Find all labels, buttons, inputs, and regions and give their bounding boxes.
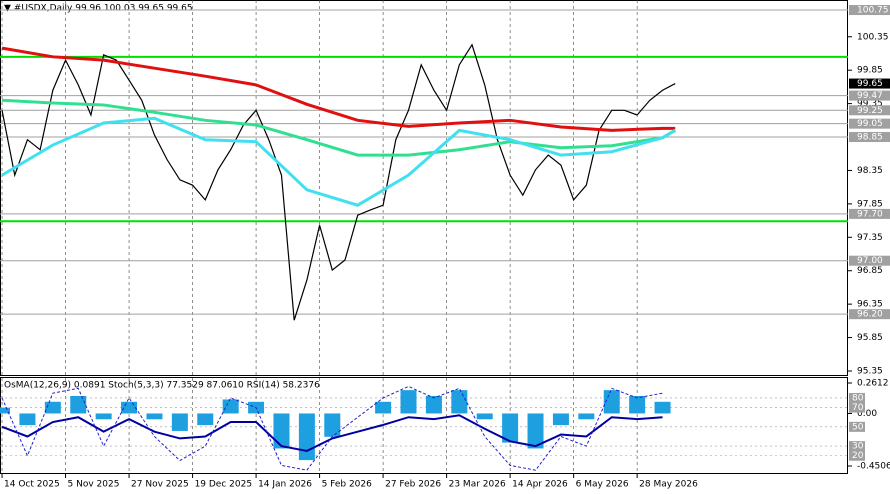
level-label-box [849,402,865,413]
osma-bar [476,413,493,420]
x-tick-label: 5 Feb 2026 [322,480,373,490]
x-tick-label: 28 May 2026 [639,480,698,490]
level-label-box [849,105,890,116]
osma-bar [95,413,112,420]
oscillator-title: OsMA(12,26,9) 0.0891 Stoch(5,3,3) 77.352… [4,381,320,391]
osma-bar [425,395,442,414]
y-tick-label: 96.35 [857,300,883,310]
oscillator-line [1,385,663,471]
osma-bar [603,390,620,414]
osma-bar [400,390,417,414]
level-label-box [849,392,865,403]
level-label-box [849,255,890,266]
x-tick-label: 14 Jan 2026 [258,480,312,490]
y2-tick-label: 70 [852,403,864,413]
osma-bar [44,401,61,414]
x-tick-label: 23 Mar 2026 [449,480,506,490]
osma-bar [324,413,341,437]
x-tick-label: 6 May 2026 [576,480,629,490]
moving-average [1,46,676,132]
y-tick-label: 0.00 [857,409,877,419]
level-label: 99.47 [857,91,883,101]
level-label: 96.20 [857,310,883,320]
osma-bar [273,413,290,449]
x-tick-label: 14 Oct 2025 [4,480,60,490]
x-tick-label: 14 Apr 2026 [512,480,568,490]
level-label: 99.05 [857,119,883,129]
level-label-box [849,441,865,452]
level-label-box [849,421,865,432]
osma-bar [375,401,392,414]
osma-bar [654,401,671,414]
moving-average [1,116,677,207]
y-tick-label: 99.35 [857,99,883,109]
main-frame [0,0,848,376]
chart-title: ▼ #USDX,Daily 99.96 100.03 99.65 99.65 [4,4,193,14]
level-label-box [849,118,890,129]
y-tick-label: -0.4506 [857,462,890,472]
y-tick-label: 97.35 [857,233,883,243]
y2-tick-label: 30 [852,442,864,452]
x-tick-label: 27 Nov 2025 [131,480,189,490]
osma-bar [527,413,544,449]
y2-tick-label: 80 [852,393,864,403]
level-label: 97.00 [857,256,883,266]
oscillator-line [1,414,663,452]
y-tick-label: 99.85 [857,66,883,76]
level-label: 99.65 [857,79,883,89]
level-label-box [849,450,865,461]
level-label-box [849,208,890,219]
y-tick-label: 97.85 [857,199,883,209]
osma-bar [298,413,315,461]
level-label: 98.85 [857,133,883,143]
y-tick-label: 0.2612 [857,379,889,389]
price-line [1,43,676,321]
osma-bar [502,413,519,443]
x-tick-label: 5 Nov 2025 [68,480,120,490]
osma-bar [197,413,214,426]
x-tick-label: 19 Dec 2025 [195,480,253,490]
level-label-box [849,5,890,16]
osma-bar [629,395,646,414]
y-tick-label: 95.35 [857,366,883,376]
osma-bar [171,413,188,431]
moving-average [1,98,677,157]
level-label-box [849,78,890,89]
osma-bar [222,399,239,414]
x-tick-label: 27 Feb 2026 [385,480,441,490]
y-tick-label: 98.35 [857,166,883,176]
level-label-box [849,309,890,320]
osma-bar [0,407,11,414]
osma-bar [552,413,569,426]
osma-bar [70,395,87,414]
level-label: 100.75 [857,6,889,16]
osma-bar [578,413,595,420]
level-label-box [849,90,890,101]
oscillator-frame [0,377,848,474]
level-label: 99.25 [857,106,883,116]
osma-bar [19,413,36,426]
y-tick-label: 100.35 [857,32,889,42]
osma-bar [451,390,468,414]
y2-tick-label: 50 [852,422,864,432]
osma-bar [121,401,138,414]
y2-tick-label: 20 [852,451,864,461]
osma-bar [146,413,163,420]
level-label-box [849,132,890,143]
y-tick-label: 95.85 [857,333,883,343]
level-label: 97.70 [857,209,883,219]
y-tick-label: 96.85 [857,266,883,276]
